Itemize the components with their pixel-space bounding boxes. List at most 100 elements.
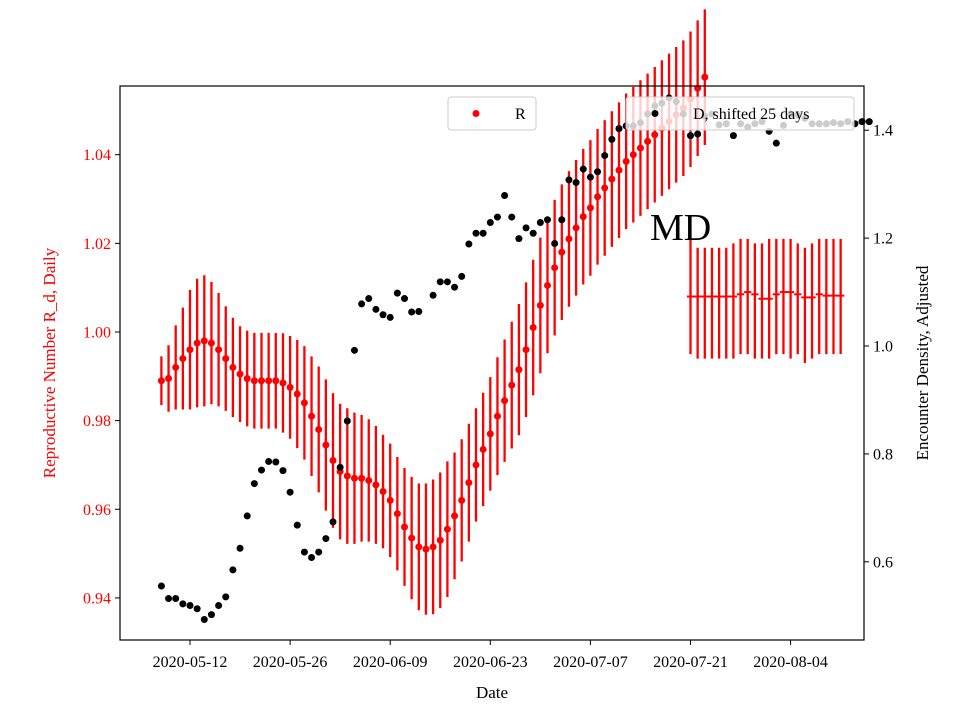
y-axis-right-label: Encounter Density, Adjusted: [913, 265, 932, 460]
x-axis-label: Date: [476, 683, 508, 702]
r-point: [343, 472, 351, 480]
r-point: [644, 137, 652, 145]
d-point: [558, 216, 566, 224]
d-point: [579, 165, 587, 173]
r-point: [608, 175, 616, 183]
d-point: [229, 566, 237, 574]
y-right-tick-label: 1.4: [873, 123, 893, 140]
r-point: [215, 346, 223, 354]
r-point: [651, 131, 659, 139]
r-point: [529, 324, 537, 332]
r-point: [372, 481, 380, 489]
y-left-tick-label: 1.04: [83, 147, 111, 164]
legend-d-marker: [651, 110, 659, 117]
d-point: [529, 229, 537, 237]
d-point: [401, 295, 408, 303]
d-point: [300, 548, 308, 556]
d-point: [536, 218, 544, 226]
d-point: [186, 601, 194, 609]
d-point: [329, 518, 337, 526]
d-point: [286, 488, 294, 496]
d-point: [508, 213, 516, 221]
r-point: [393, 510, 401, 518]
r-point: [207, 339, 215, 347]
d-point: [279, 467, 287, 475]
d-point: [308, 553, 316, 561]
d-point: [594, 168, 602, 176]
r-point: [586, 204, 594, 212]
legends: R D, shifted 25 days: [447, 96, 855, 131]
r-point: [422, 545, 430, 553]
d-point: [615, 125, 623, 133]
r-point: [622, 157, 630, 165]
r-point: [265, 377, 273, 385]
r-point: [558, 248, 566, 256]
d-point: [350, 346, 358, 354]
r-point: [179, 355, 187, 363]
r-point: [193, 339, 201, 347]
r-point: [279, 379, 287, 387]
d-point: [157, 582, 165, 590]
r-point: [551, 264, 559, 272]
r-point: [258, 377, 265, 385]
r-point: [322, 441, 330, 449]
d-point: [200, 616, 208, 624]
d-point: [365, 295, 373, 303]
d-point: [436, 278, 444, 286]
d-point: [565, 176, 573, 184]
r-point: [165, 375, 173, 383]
x-tick-label: 2020-08-04: [753, 654, 828, 671]
y-left-tick-label: 0.98: [83, 413, 111, 430]
r-point: [458, 496, 466, 504]
r-point: [472, 461, 480, 469]
r-point: [479, 445, 487, 453]
r-point: [401, 523, 408, 531]
r-point: [508, 381, 516, 389]
x-tick-label: 2020-07-07: [553, 654, 628, 671]
d-point: [243, 512, 251, 520]
d-point: [358, 300, 366, 308]
x-tick-label: 2020-05-26: [253, 654, 328, 671]
r-point: [293, 390, 301, 398]
d-point: [465, 240, 473, 248]
d-point: [486, 218, 494, 226]
y-axis-left-label: Reproductive Number R_d, Daily: [40, 247, 59, 478]
d-point: [472, 229, 480, 237]
annotation-label: MD: [650, 207, 711, 249]
d-point: [250, 480, 258, 488]
d-point: [493, 213, 501, 221]
r-point: [701, 73, 709, 81]
r-point: [443, 525, 451, 533]
d-point: [222, 593, 230, 601]
r-point: [229, 363, 237, 371]
r-point: [601, 184, 609, 192]
r-point: [329, 457, 337, 465]
d-point: [343, 417, 351, 425]
data-points: [157, 73, 873, 624]
d-point: [293, 521, 301, 529]
d-point: [865, 118, 873, 126]
x-tick-label: 2020-06-09: [353, 654, 428, 671]
r-point: [408, 534, 416, 542]
d-point: [193, 605, 201, 613]
axes: 2020-05-12 2020-05-26 2020-06-09 2020-06-23…: [83, 123, 893, 671]
d-point: [551, 240, 559, 248]
y-left-tick-label: 0.94: [83, 590, 111, 607]
legend-r-box: [447, 96, 537, 131]
x-tick-label: 2020-05-12: [153, 654, 228, 671]
d-point: [451, 283, 459, 291]
r-point: [594, 193, 602, 201]
r-point: [222, 355, 230, 363]
d-point: [687, 132, 694, 140]
d-point: [322, 535, 330, 543]
d-point: [408, 308, 416, 316]
d-point: [165, 594, 173, 602]
d-point: [572, 179, 580, 187]
y-right-tick-label: 1.0: [873, 339, 893, 356]
legend-r-label: R: [515, 106, 526, 123]
r-point: [358, 474, 366, 482]
legend-r: R: [447, 96, 537, 131]
y-left-tick-label: 1.02: [83, 236, 111, 253]
d-point: [479, 229, 487, 237]
